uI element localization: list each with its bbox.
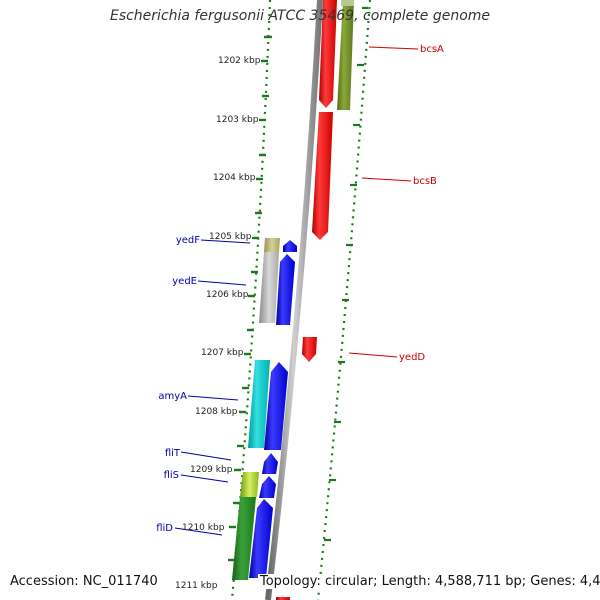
- gene-yedE-feature[interactable]: [276, 254, 295, 325]
- feature-tan: [264, 238, 280, 252]
- tick-label-1210: 1210 kbp: [182, 523, 225, 533]
- tick-label-1207: 1207 kbp: [201, 348, 244, 358]
- right-leaders: [348, 46, 419, 358]
- tick-label-1202: 1202 kbp: [218, 56, 261, 66]
- ruler-ticks: [228, 35, 272, 562]
- tick-label-1203: 1203 kbp: [216, 115, 259, 125]
- gene-bcsA-feature[interactable]: [319, 0, 337, 108]
- tick-label-1206: 1206 kbp: [206, 290, 249, 300]
- genome-backbone: [265, 0, 323, 600]
- gene-label-bcsB[interactable]: bcsB: [413, 176, 437, 187]
- gene-label-fliS[interactable]: fliS: [164, 470, 179, 481]
- gene-yedF-feature[interactable]: [283, 240, 297, 252]
- feature-green: [232, 497, 256, 580]
- gene-label-bcsA[interactable]: bcsA: [420, 44, 444, 55]
- feature-yellowgreen: [240, 472, 259, 497]
- gene-upstream-cap: [341, 0, 354, 6]
- gene-label-amyA[interactable]: amyA: [158, 391, 187, 402]
- gene-label-yedE[interactable]: yedE: [172, 276, 197, 287]
- accession-label: Accession: NC_011740: [8, 574, 160, 589]
- gene-label-yedF[interactable]: yedF: [176, 235, 200, 246]
- tick-label-1209: 1209 kbp: [190, 465, 233, 475]
- tick-label-1208: 1208 kbp: [195, 407, 238, 417]
- feature-cyan: [248, 360, 270, 448]
- gene-fliD-feature[interactable]: [249, 499, 273, 578]
- gene-label-fliT[interactable]: fliT: [165, 448, 181, 459]
- gene-fliS-feature[interactable]: [259, 476, 276, 498]
- ruler-dotted: [230, 0, 272, 600]
- gene-downstream-feature[interactable]: [276, 597, 290, 600]
- gene-fliT-feature[interactable]: [262, 453, 278, 474]
- genome-summary: Topology: circular; Length: 4,588,711 bp…: [258, 574, 600, 589]
- gene-amyA-feature[interactable]: [264, 362, 288, 450]
- tick-label-1204: 1204 kbp: [213, 173, 256, 183]
- left-leaders: [174, 239, 251, 536]
- feature-gray: [259, 252, 279, 323]
- outer-ring-ticks: [324, 6, 368, 542]
- outer-ring-dotted: [316, 0, 372, 600]
- gene-bcsB-feature[interactable]: [312, 112, 333, 240]
- gene-upstream-feature[interactable]: [337, 0, 354, 110]
- tick-label-1211: 1211 kbp: [175, 581, 218, 591]
- gene-label-fliD[interactable]: fliD: [156, 523, 173, 534]
- tick-label-1205: 1205 kbp: [209, 232, 252, 242]
- map-title: Escherichia fergusonii ATCC 35469, compl…: [109, 8, 491, 24]
- gene-yedD-feature[interactable]: [302, 337, 317, 362]
- gene-label-yedD[interactable]: yedD: [399, 352, 425, 363]
